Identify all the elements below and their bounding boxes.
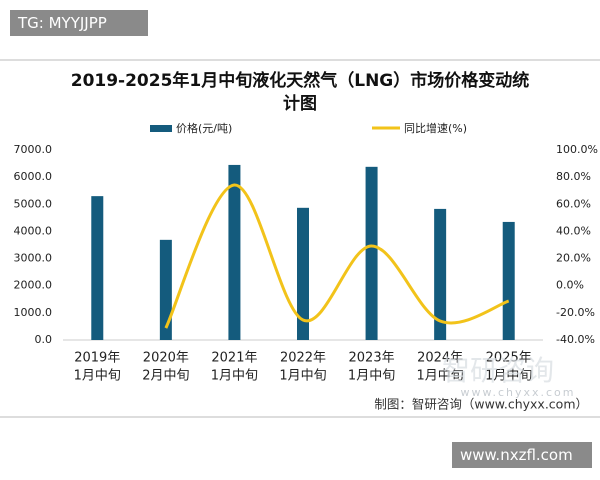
- y2-tick-label: 100.0%: [556, 143, 598, 156]
- watermark: www.chyxx.com: [460, 386, 575, 399]
- y2-tick-label: 20.0%: [556, 252, 591, 265]
- y-tick-label: 7000.0: [14, 143, 53, 156]
- x-tick-label: 2月中旬: [142, 369, 189, 384]
- y-tick-label: 1000.0: [14, 306, 53, 319]
- legend-label: 同比增速(%): [404, 121, 467, 135]
- y-tick-label: 3000.0: [14, 252, 53, 265]
- y-tick-label: 5000.0: [14, 197, 53, 210]
- legend-label: 价格(元/吨): [176, 121, 232, 135]
- line: [164, 183, 510, 329]
- bar: [502, 221, 515, 340]
- legend-swatch: [150, 125, 172, 132]
- bar: [297, 207, 309, 340]
- bar: [91, 196, 104, 340]
- x-tick-label: 1月中旬: [279, 369, 326, 384]
- y-tick-label: 2000.0: [14, 279, 53, 292]
- source: 制图：智研咨询（www.chyxx.com）: [374, 397, 588, 412]
- x-tick-label: 2022年: [280, 351, 326, 366]
- y2-tick-label: 0.0%: [556, 279, 584, 292]
- watermark: 智研咨询: [442, 354, 554, 387]
- y2-tick-label: 40.0%: [556, 224, 591, 237]
- x-tick-label: 1月中旬: [211, 369, 258, 384]
- y2-tick-label: 60.0%: [556, 197, 591, 210]
- x-tick-label: 2019年: [74, 351, 120, 366]
- chart-title: 2019-2025年1月中旬液化天然气（LNG）市场价格变动统计图: [70, 71, 530, 114]
- y2-tick-label: -20.0%: [556, 306, 595, 319]
- x-tick-label: 1月中旬: [348, 369, 395, 384]
- x-tick-label: 2021年: [211, 351, 257, 366]
- x-tick-label: 1月中旬: [417, 369, 464, 384]
- overlay-label: TG: MYYJJPP: [10, 10, 148, 36]
- x-tick-label: 2024年: [417, 351, 463, 366]
- y2-tick-label: 80.0%: [556, 170, 591, 183]
- x-tick-label: 2023年: [349, 351, 395, 366]
- overlay-label: www.nxzfl.com: [452, 442, 592, 468]
- x-tick-label: 2025年: [486, 351, 532, 366]
- x-tick-label: 1月中旬: [485, 369, 532, 384]
- y2-tick-label: -40.0%: [556, 333, 595, 346]
- x-tick-label: 1月中旬: [74, 369, 121, 384]
- bar: [228, 164, 241, 340]
- y-tick-label: 6000.0: [14, 170, 53, 183]
- y-tick-label: 0.0: [35, 333, 53, 346]
- bar: [434, 208, 447, 340]
- bar: [159, 239, 172, 340]
- bar: [365, 166, 378, 340]
- x-tick-label: 2020年: [143, 351, 189, 366]
- y-tick-label: 4000.0: [14, 224, 53, 237]
